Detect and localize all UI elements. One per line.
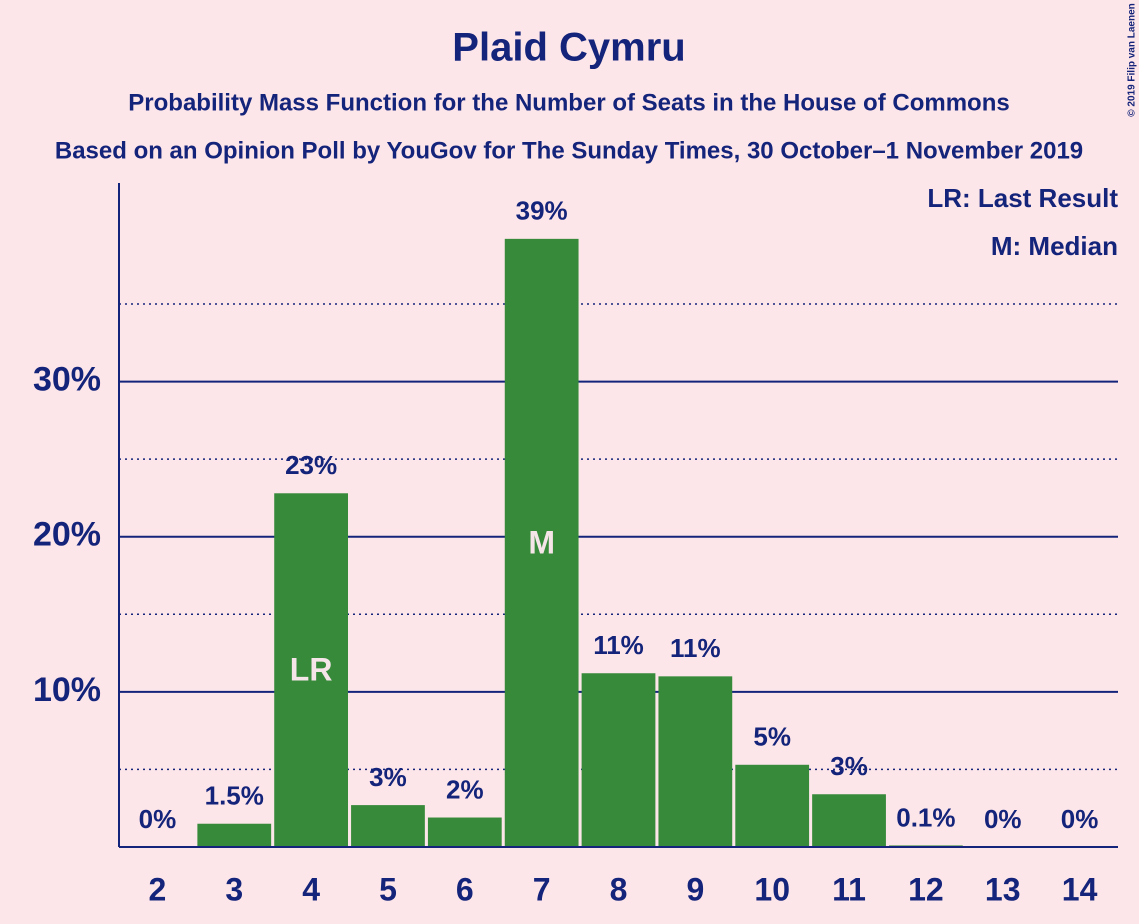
bar	[351, 805, 425, 847]
value-label: 11%	[593, 630, 644, 660]
bar	[504, 238, 579, 847]
value-label: 0%	[984, 804, 1022, 834]
bar	[581, 673, 656, 847]
bar-annotation: M	[528, 524, 555, 560]
x-tick-label: 5	[379, 871, 397, 907]
x-tick-label: 11	[832, 871, 866, 907]
y-tick-label: 10%	[33, 671, 101, 709]
x-tick-label: 2	[149, 871, 167, 907]
x-tick-label: 10	[754, 871, 790, 907]
value-label: 39%	[516, 196, 568, 226]
x-tick-label: 8	[610, 871, 628, 907]
value-label: 0.1%	[896, 802, 955, 832]
bar	[735, 764, 810, 847]
x-tick-label: 12	[908, 871, 944, 907]
bar	[427, 817, 502, 847]
x-tick-label: 14	[1062, 871, 1098, 907]
value-label: 3%	[369, 762, 407, 792]
bar	[274, 493, 349, 847]
value-label: 5%	[753, 722, 791, 752]
copyright: © 2019 Filip van Laenen	[1127, 3, 1138, 117]
value-label: 2%	[446, 774, 484, 804]
value-label: 0%	[139, 804, 177, 834]
legend-entry: LR: Last Result	[927, 183, 1118, 213]
bar	[197, 823, 272, 847]
value-label: 0%	[1061, 804, 1099, 834]
x-tick-label: 13	[985, 871, 1021, 907]
chart-subtitle: Probability Mass Function for the Number…	[128, 89, 1009, 116]
x-tick-label: 4	[302, 871, 320, 907]
x-tick-label: 7	[533, 871, 551, 907]
bar	[812, 794, 886, 847]
chart-title: Plaid Cymru	[452, 26, 685, 70]
value-label: 11%	[670, 633, 721, 663]
bar-annotation: LR	[290, 652, 333, 688]
value-label: 3%	[830, 751, 868, 781]
y-tick-label: 20%	[33, 516, 101, 554]
legend-entry: M: Median	[991, 231, 1118, 261]
x-tick-label: 3	[225, 871, 243, 907]
chart-subtitle: Based on an Opinion Poll by YouGov for T…	[55, 137, 1083, 164]
bar	[658, 676, 733, 847]
x-tick-label: 9	[686, 871, 704, 907]
y-tick-label: 30%	[33, 361, 101, 399]
value-label: 1.5%	[205, 781, 264, 811]
value-label: 23%	[285, 450, 337, 480]
x-tick-label: 6	[456, 871, 474, 907]
